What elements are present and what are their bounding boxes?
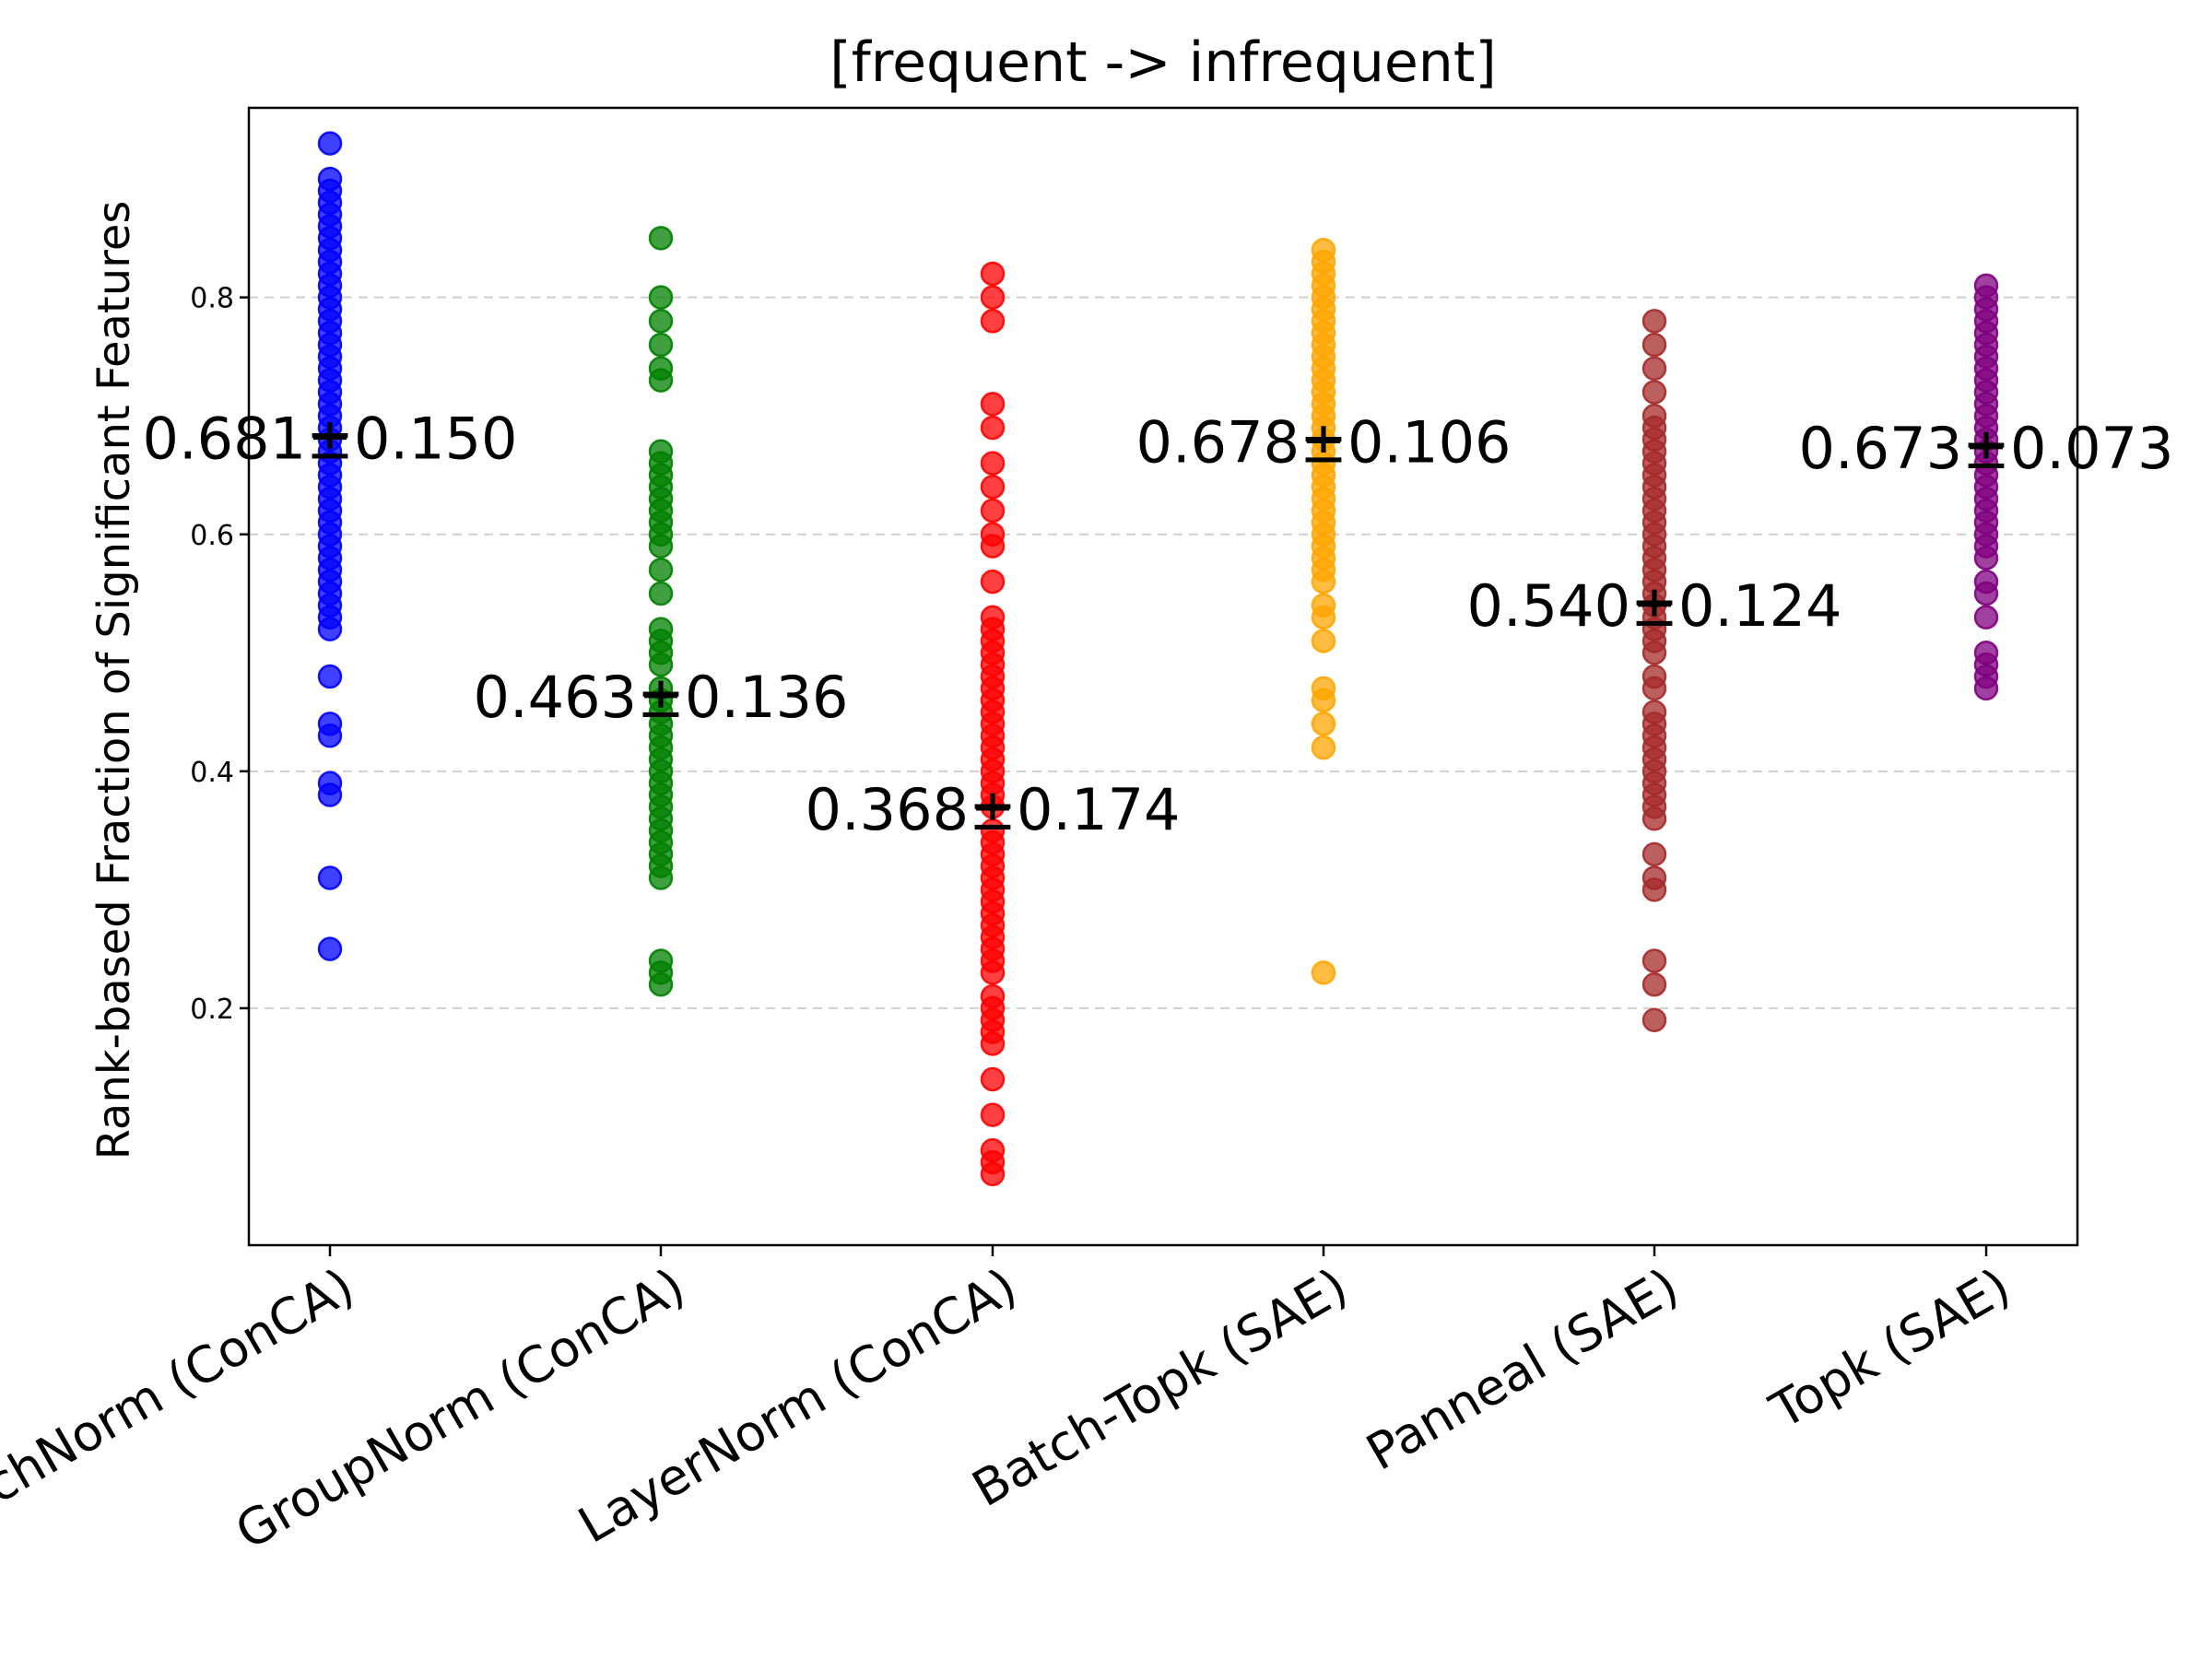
data-point: [1641, 641, 1667, 665]
data-point: [1311, 712, 1336, 736]
data-point: [317, 782, 343, 807]
y-tick-label: 0.6: [190, 520, 234, 552]
mean-std-label: 0.678±0.106: [1136, 408, 1512, 476]
data-point: [648, 652, 674, 677]
data-point: [317, 617, 343, 641]
data-point: [648, 534, 674, 559]
data-point: [1311, 629, 1336, 653]
data-point: [980, 309, 1006, 334]
data-point: [1311, 735, 1336, 760]
data-point: [648, 865, 674, 890]
data-point: [980, 498, 1006, 524]
data-point: [1973, 676, 1999, 701]
data-point: [980, 1161, 1006, 1187]
data-point: [980, 475, 1006, 500]
data-point: [648, 558, 674, 582]
data-point: [317, 865, 343, 890]
data-point: [648, 971, 674, 997]
data-point: [980, 392, 1006, 417]
data-point: [1311, 569, 1336, 594]
data-point: [980, 451, 1006, 476]
data-point: [1311, 688, 1336, 712]
data-point: [1641, 841, 1667, 867]
data-point: [1973, 581, 1999, 606]
data-point: [980, 1102, 1006, 1127]
data-point: [980, 1066, 1006, 1092]
data-point: [1641, 806, 1667, 831]
data-point: [1973, 605, 1999, 629]
data-point: [648, 309, 674, 334]
y-tick-label: 0.4: [190, 757, 234, 789]
data-point: [980, 415, 1006, 441]
data-point: [980, 794, 1006, 819]
data-point: [980, 960, 1006, 985]
data-point: [980, 534, 1006, 559]
y-tick-label: 0.2: [190, 994, 234, 1026]
data-point: [1311, 605, 1336, 629]
data-point: [317, 936, 343, 961]
data-point: [1641, 877, 1667, 902]
data-point: [1641, 356, 1667, 382]
x-tick-label: Panneal (SAE): [1357, 1257, 1688, 1482]
data-point: [1641, 309, 1667, 334]
gridlines: [249, 296, 2077, 1009]
x-tick-label: Topk (SAE): [1760, 1257, 2020, 1441]
data-point: [648, 285, 674, 310]
y-axis-ticks: 0.2 0.4 0.6 0.8: [190, 283, 249, 1026]
data-point: [317, 131, 343, 156]
data-points: [317, 131, 1999, 1187]
mean-std-label: 0.368±0.174: [806, 776, 1181, 843]
data-point: [1641, 971, 1667, 997]
data-point: [1641, 1007, 1667, 1033]
data-point: [1311, 960, 1336, 985]
data-point: [980, 261, 1006, 287]
x-axis-ticks: BatchNorm (ConCA)GroupNorm (ConCA)LayerN…: [0, 1245, 2020, 1561]
data-point: [648, 581, 674, 606]
data-point: [648, 332, 674, 358]
mean-std-label: 0.681±0.150: [143, 406, 518, 473]
mean-std-label: 0.673±0.073: [1799, 415, 2174, 482]
data-point: [648, 226, 674, 251]
data-point: [980, 285, 1006, 310]
data-point: [1641, 676, 1667, 701]
mean-std-annotations: 0.681±0.150 0.463±0.136 0.368±0.174 0.678±0…: [143, 406, 2174, 843]
y-tick-label: 0.8: [190, 283, 234, 315]
x-tick-label: Batch-Topk (SAE): [963, 1257, 1358, 1518]
mean-std-label: 0.463±0.136: [474, 664, 849, 731]
data-point: [980, 1031, 1006, 1056]
data-point: [1641, 332, 1667, 358]
chart-title: [frequent -> infrequent]: [830, 30, 1497, 95]
data-point: [1973, 546, 1999, 571]
data-point: [317, 724, 343, 748]
data-point: [648, 368, 674, 393]
data-point: [980, 569, 1006, 594]
y-axis-label: Rank-based Fraction of Significant Featu…: [88, 201, 140, 1160]
mean-std-label: 0.540±0.124: [1467, 572, 1842, 640]
data-point: [1641, 380, 1667, 405]
data-point: [317, 664, 343, 689]
plot-area-frame: [247, 106, 2079, 1247]
data-point: [1641, 948, 1667, 973]
